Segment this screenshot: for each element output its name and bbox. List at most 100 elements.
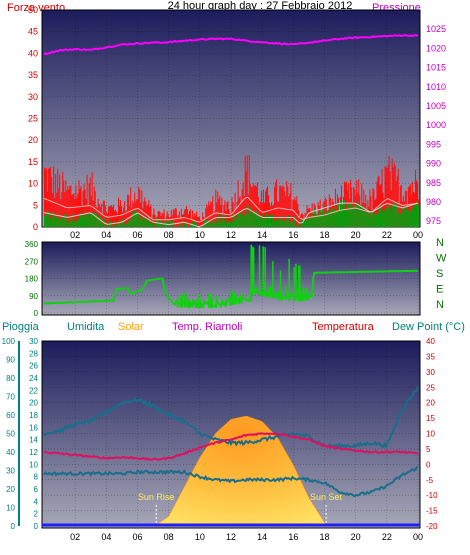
wind-average-bar [271, 223, 273, 227]
wind-average-bar [326, 212, 328, 227]
wind-gust-bar [202, 212, 204, 227]
wind-average-bar [80, 213, 82, 227]
wind-average-bar [321, 210, 323, 227]
wind-average-bar [205, 223, 207, 227]
wind-average-bar [390, 211, 392, 227]
wind-average-bar [349, 207, 351, 227]
wind-average-bar [270, 214, 272, 227]
wind-average-bar [228, 220, 230, 227]
wind-average-bar [292, 222, 294, 227]
wind-gust-bar [158, 210, 160, 227]
wind-average-bar [332, 208, 334, 227]
wind-average-bar [288, 215, 290, 227]
wind-average-bar [308, 214, 310, 227]
wind-average-bar [145, 220, 147, 227]
wind-average-bar [289, 223, 291, 227]
wind-gust-bar [392, 167, 394, 227]
wind-average-bar [206, 220, 208, 227]
wind-average-bar [266, 222, 269, 227]
wind-average-bar [367, 213, 369, 227]
wind-average-bar [120, 224, 122, 227]
sun-rise-label: Sun Rise [138, 492, 175, 502]
wind-average-bar [183, 221, 185, 227]
wind-speed-tick-15: 15 [28, 157, 38, 167]
legend-temperature: Temperatura [312, 321, 375, 333]
wind-average-bar [169, 220, 171, 227]
wind-average-bar [388, 208, 390, 227]
temperature-tick-0: 0 [426, 460, 431, 469]
wind-average-bar [122, 218, 124, 227]
wind-gust-bar [143, 201, 145, 227]
wind-average-bar [72, 212, 74, 227]
wind-average-bar [235, 219, 237, 227]
wind-gust-bar [317, 202, 319, 227]
wind-average-bar [398, 208, 400, 227]
wind-average-bar [282, 220, 284, 227]
wind-average-bar [125, 224, 127, 227]
wind-average-bar [197, 224, 199, 227]
panel3-legend: Pioggia Umidita Solar Temp. Riarnoli Tem… [2, 321, 465, 333]
wind-average-bar [129, 218, 131, 227]
wind-average-bar [97, 215, 99, 227]
wind-gust-bar [178, 211, 180, 227]
wind-average-bar [164, 222, 166, 227]
wind-gust-bar [293, 200, 295, 227]
wind-gust-bar [396, 175, 398, 227]
dew-point-line [43, 465, 419, 498]
wind-average-bar [55, 217, 57, 227]
wind-gust-bar [346, 181, 348, 227]
wind-average-bar [256, 211, 258, 227]
wind-average-bar [408, 205, 410, 227]
wind-average-bar [327, 210, 329, 227]
wind-gust-bar [78, 180, 80, 227]
humidity-tick-2: 2 [34, 510, 39, 519]
wind-gust-bar [266, 186, 269, 227]
wind-average-bar [309, 218, 311, 227]
wind-gust-bar [212, 196, 214, 227]
wind-gust-bar [72, 193, 74, 227]
wind-average-bar [389, 206, 391, 227]
wind-average-bar [63, 220, 65, 227]
panel3-x-tick-10: 10 [195, 532, 205, 542]
rain-tick-100: 100 [2, 337, 16, 346]
wind-average-bar [239, 210, 241, 227]
wind-gust-bar [102, 200, 104, 227]
wind-gust-bar [67, 185, 69, 227]
wind-average-bar [148, 215, 150, 227]
wind-average-bar [399, 213, 401, 227]
wind-gust-line [43, 196, 419, 223]
wind-average-bar [93, 212, 95, 227]
panel3-x-tick-20: 20 [351, 532, 361, 542]
wind-average-bar [221, 223, 223, 227]
compass-label-4: N [436, 299, 444, 311]
wind-average-bar [379, 206, 381, 227]
wind-gust-bar [117, 197, 120, 227]
panel3-x-tick-08: 08 [164, 532, 174, 542]
wind-gust-bar [181, 215, 183, 227]
wind-gust-bar [61, 192, 63, 227]
wind-average-bar [172, 222, 174, 227]
wind-average-bar [134, 210, 136, 227]
wind-average-bar [57, 212, 59, 227]
wind-gust-bar [229, 213, 231, 227]
panel1-x-tick-10: 10 [195, 230, 205, 240]
wind-average-bar [334, 204, 336, 227]
wind-average-bar [366, 210, 368, 227]
wind-gust-bar [227, 201, 229, 227]
wind-average-bar [339, 200, 342, 227]
wind-gust-bar [278, 201, 280, 227]
panel1-x-tick-02: 02 [70, 230, 80, 240]
wind-average-bar [140, 219, 142, 227]
legend-dew-point: Dew Point (°C) [392, 321, 465, 333]
wind-gust-bar [214, 210, 216, 227]
wind-gust-bar [103, 200, 105, 227]
wind-average-bar [117, 221, 120, 227]
panel3-x-tick-04: 04 [101, 532, 111, 542]
wind-average-bar [115, 225, 118, 227]
rain-tick-0: 0 [11, 522, 16, 531]
wind-gust-bar [173, 209, 175, 227]
wind-gust-bar [407, 187, 409, 227]
wind-average-bar [362, 205, 364, 227]
wind-average-bar [245, 205, 247, 227]
